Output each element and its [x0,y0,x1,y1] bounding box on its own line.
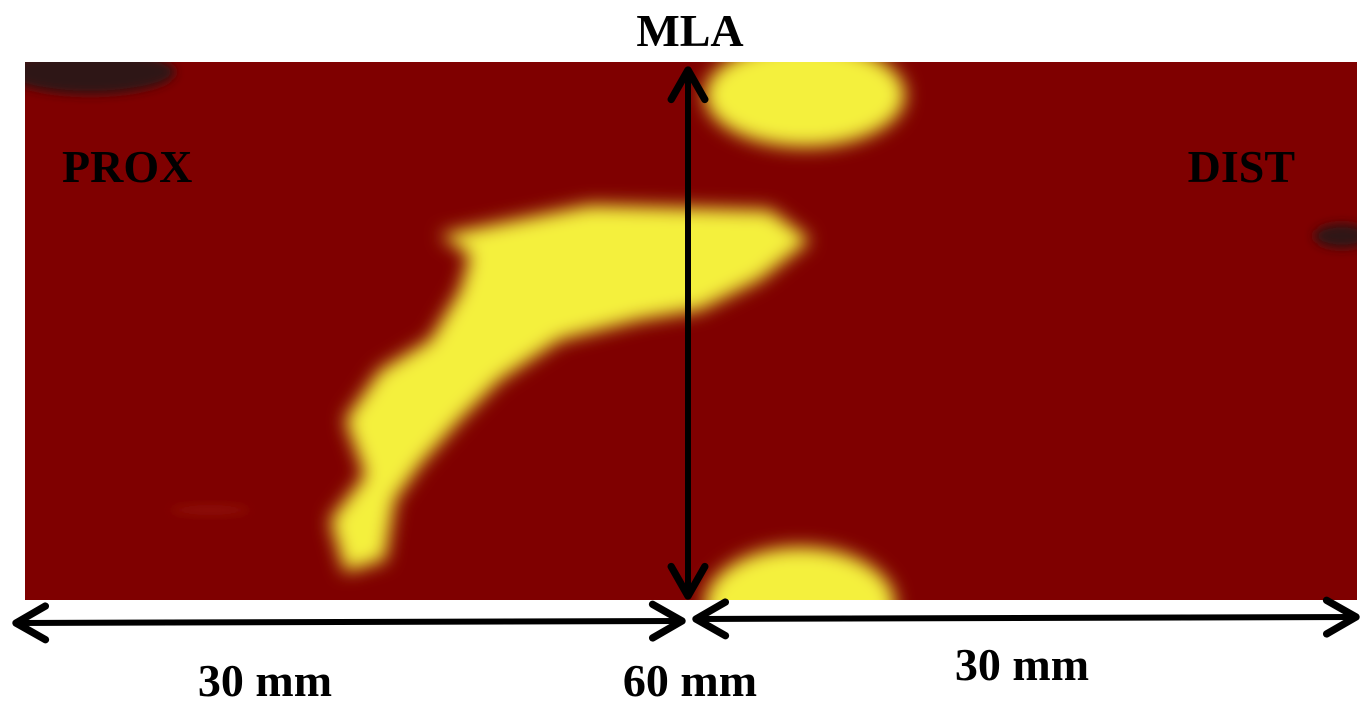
scale-label: 30 mm [198,655,332,701]
top-label: MLA [636,5,743,56]
left-arrow [16,621,682,623]
scale-label: 60 mm [623,655,757,701]
right-arrow [696,617,1356,619]
yellow-region [705,43,905,147]
scale-label: 30 mm [955,639,1089,690]
yellow-region [705,547,895,663]
heat-map [5,43,1362,663]
left-label: PROX [62,141,192,192]
right-label: DIST [1188,141,1295,192]
dark-patch [5,50,175,94]
figure: MLA PROX DIST 30 mm 60 mm 30 mm [0,0,1362,701]
faint-streak [170,505,250,515]
